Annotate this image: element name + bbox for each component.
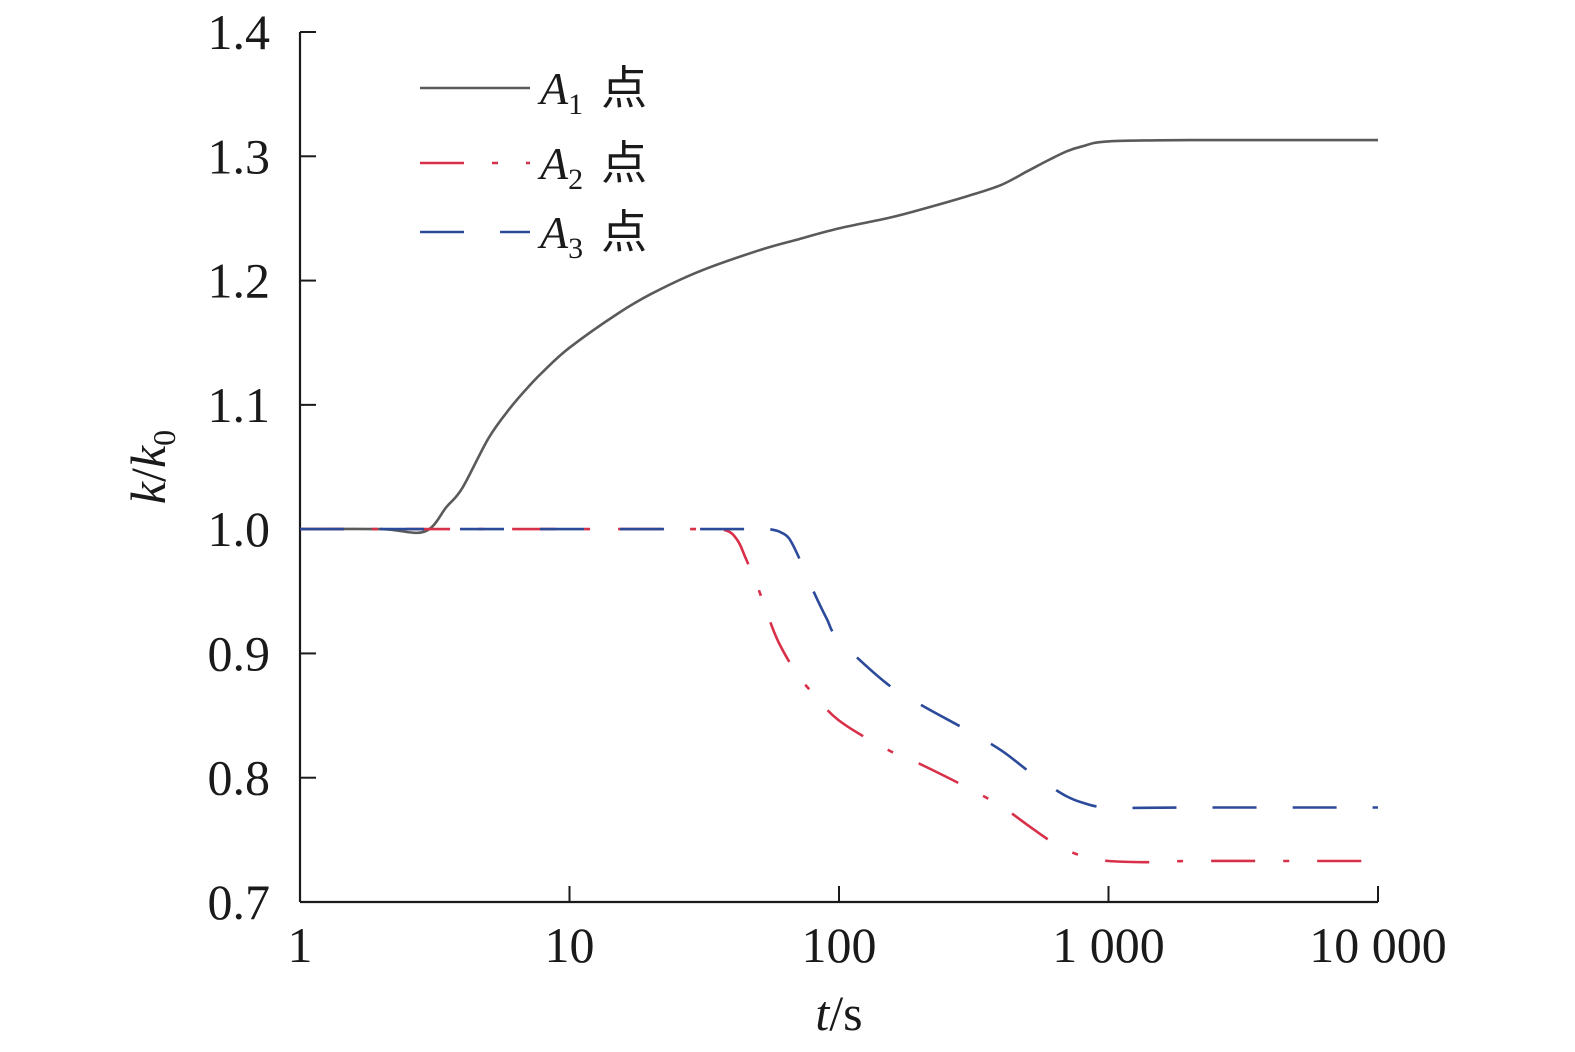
y-tick-label: 1.1 xyxy=(208,377,271,433)
x-tick-label: 100 xyxy=(802,917,877,973)
y-tick-label: 0.8 xyxy=(208,750,271,806)
y-tick-label: 1.0 xyxy=(208,501,271,557)
x-tick-label: 1 000 xyxy=(1052,917,1165,973)
legend-label-3: A3 点 xyxy=(537,207,647,265)
series-layer xyxy=(299,138,1378,864)
y-tick-label: 1.3 xyxy=(208,128,271,184)
series-line-3 xyxy=(299,527,1378,810)
y-tick-label: 0.9 xyxy=(208,625,271,681)
x-tick-label: 1 xyxy=(288,917,313,973)
x-tick-label: 10 xyxy=(545,917,595,973)
legend-label-2: A2 点 xyxy=(537,138,647,196)
legend-label-1: A1 点 xyxy=(537,63,647,121)
series-line-2 xyxy=(299,527,1378,864)
axis-titles: t/s k/k0 xyxy=(120,430,863,1041)
series-line-1 xyxy=(299,138,1378,535)
y-tick-label: 0.7 xyxy=(208,874,271,930)
x-tick-label: 10 000 xyxy=(1309,917,1447,973)
y-tick-label: 1.4 xyxy=(208,4,271,60)
y-tick-label: 1.2 xyxy=(208,253,271,309)
x-axis-title: t/s xyxy=(815,985,862,1041)
y-axis-title: k/k0 xyxy=(120,430,182,504)
legend: A1 点 A2 点 A3 点 xyxy=(420,63,647,265)
axes: 0.7 0.8 0.9 1.0 1.1 1.2 1.3 1.4 1 10 100 1 000 10 00… xyxy=(208,4,1447,973)
